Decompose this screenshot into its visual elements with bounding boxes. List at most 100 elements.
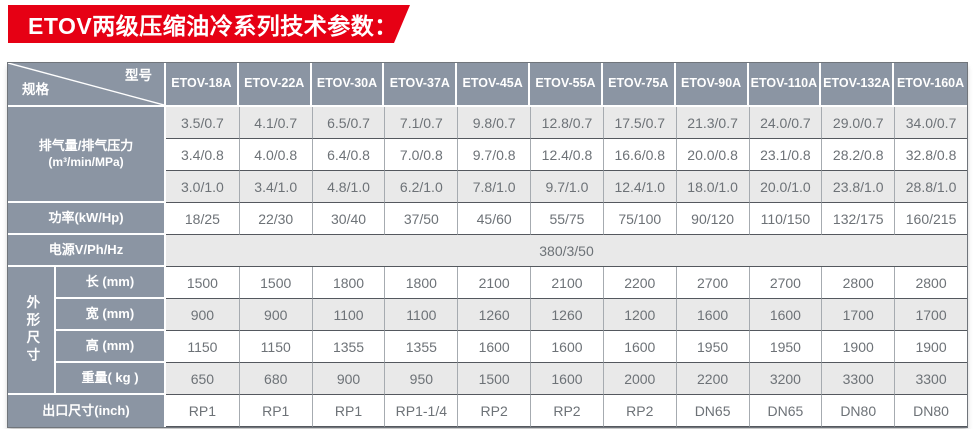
value-cell: 18.0/1.0 [675,171,749,203]
value-cell: 22/30 [238,203,312,235]
value-cell: 45/60 [457,203,531,235]
value-cell: 3300 [821,363,895,395]
value-cell: 2100 [457,267,531,299]
value-cell: 2100 [530,267,603,299]
value-cell: 160/215 [894,203,967,235]
model-header-cell: ETOV-18A [166,63,239,107]
corner-label-spec: 规格 [22,82,49,98]
table-row: 3.4/0.8 4.0/0.8 6.4/0.8 7.0/0.8 9.7/0.8 12.4/… [8,139,967,171]
table-row: 宽 (mm) 900 900 1100 1100 1260 1260 1200 1600 1600… [8,299,967,331]
table-row: 出口尺寸(inch) RP1 RP1 RP1 RP1-1/4 RP2 RP2 RP2 DN65 D… [8,395,967,427]
value-cell: 650 [166,363,239,395]
value-cell: 132/175 [821,203,895,235]
value-cell: 1150 [166,331,239,363]
value-cell: 30/40 [311,203,385,235]
power-supply-value-cell: 380/3/50 [166,235,967,267]
value-cell: 17.5/0.7 [602,107,676,139]
value-cell: 3.4/1.0 [238,171,312,203]
value-cell: 1800 [311,267,385,299]
value-cell: 2800 [821,267,895,299]
diagonal-line [8,63,164,105]
value-cell: 1600 [675,299,749,331]
row-label-power: 功率(kW/Hp) [8,203,166,235]
model-header-cell: ETOV-110A [748,63,822,107]
page-title: ETOV两级压缩油冷系列技术参数： [28,13,398,39]
value-cell: 21.3/0.7 [675,107,749,139]
value-cell: RP1 [311,395,385,427]
value-cell: 1500 [457,363,531,395]
value-cell: 4.0/0.8 [238,139,312,171]
model-header-cell: ETOV-132A [821,63,895,107]
value-cell: RP2 [457,395,531,427]
row-label-dimension: 宽 (mm) [56,299,166,331]
model-header-cell: ETOV-55A [530,63,603,107]
value-cell: 1600 [748,299,822,331]
value-cell: 110/150 [748,203,822,235]
model-header-cell: ETOV-37A [384,63,458,107]
value-cell: 1950 [748,331,822,363]
value-cell: 28.8/1.0 [894,171,967,203]
value-cell: 1100 [384,299,458,331]
value-cell: 2700 [675,267,749,299]
value-cell: 1950 [675,331,749,363]
value-cell: 18/25 [166,203,239,235]
value-cell: DN65 [675,395,749,427]
corner-cell: 型号规格 [8,63,166,107]
value-cell: 6.5/0.7 [311,107,385,139]
value-cell: 6.2/1.0 [384,171,458,203]
value-cell: 6.4/0.8 [311,139,385,171]
value-cell: 32.8/0.8 [894,139,967,171]
exhaust-unit-label: (m³/min/MPa) [48,154,124,169]
value-cell: 90/120 [675,203,749,235]
value-cell: 4.8/1.0 [311,171,385,203]
value-cell: 1500 [238,267,312,299]
value-cell: 37/50 [384,203,458,235]
value-cell: RP1 [238,395,312,427]
corner-label-model: 型号 [125,68,152,83]
value-cell: RP2 [530,395,603,427]
model-header-cell: ETOV-45A [457,63,531,107]
row-label-dimension: 高 (mm) [56,331,166,363]
value-cell: 29.0/0.7 [821,107,895,139]
value-cell: 900 [166,299,239,331]
value-cell: 4.1/0.7 [238,107,312,139]
value-cell: 900 [311,363,385,395]
value-cell: 1800 [384,267,458,299]
value-cell: 7.1/0.7 [384,107,458,139]
value-cell: 1700 [894,299,967,331]
row-label-power-supply: 电源V/Ph/Hz [8,235,166,267]
value-cell: 1100 [311,299,385,331]
table-row: 电源V/Ph/Hz 380/3/50 [8,235,967,267]
value-cell: 2800 [894,267,967,299]
value-cell: 1260 [457,299,531,331]
value-cell: 3.5/0.7 [166,107,239,139]
model-header-cell: ETOV-30A [311,63,385,107]
value-cell: 20.0/0.8 [675,139,749,171]
value-cell: 950 [384,363,458,395]
value-cell: 12.8/0.7 [530,107,603,139]
value-cell: 3300 [894,363,967,395]
value-cell: 2700 [748,267,822,299]
row-label-dimension: 重量( kg ) [56,363,166,395]
value-cell: 16.6/0.8 [602,139,676,171]
series-title-banner: ETOV两级压缩油冷系列技术参数： [8,5,410,43]
value-cell: 12.4/0.8 [530,139,603,171]
model-header-cell: ETOV-160A [894,63,967,107]
value-cell: 7.0/0.8 [384,139,458,171]
value-cell: 1600 [602,331,676,363]
header-row: 型号 规格 ETOV-18A ETOV-22A ETOV-30A ETOV-37A ETOV… [8,63,967,107]
value-cell: 1355 [384,331,458,363]
value-cell: RP2 [602,395,676,427]
value-cell: 2000 [602,363,676,395]
spec-table-body: 型号 规格 ETOV-18A ETOV-22A ETOV-30A ETOV-37A ETOV… [8,63,967,427]
value-cell: 34.0/0.7 [894,107,967,139]
value-cell: 9.7/1.0 [530,171,603,203]
value-cell: 3.4/0.8 [166,139,239,171]
value-cell: 28.2/0.8 [821,139,895,171]
value-cell: 1900 [821,331,895,363]
spec-table: 型号 规格 ETOV-18A ETOV-22A ETOV-30A ETOV-37A ETOV… [8,63,967,427]
row-label-exhaust: 排气量/排气压力 (m³/min/MPa) [8,107,166,203]
value-cell: 75/100 [602,203,676,235]
value-cell: 23.1/0.8 [748,139,822,171]
model-header-cell: ETOV-75A [602,63,676,107]
